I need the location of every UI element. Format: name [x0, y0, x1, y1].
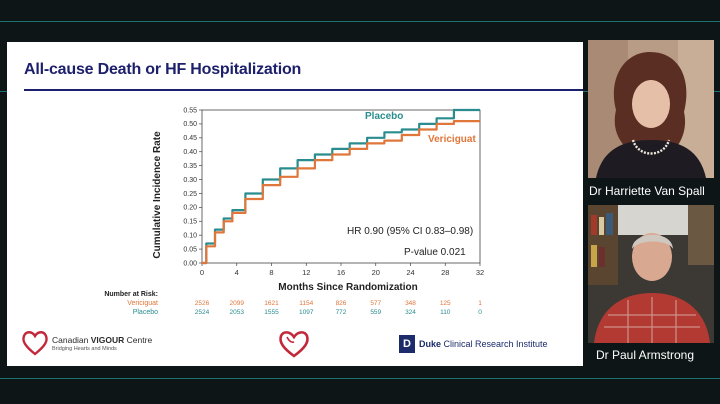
risk-value: 1: [478, 300, 482, 307]
y-tick-label: 0.55: [183, 107, 197, 114]
km-curve-vericiguat: [202, 120, 480, 265]
x-tick-label: 24: [406, 268, 414, 277]
heart-brain-icon: [279, 331, 309, 358]
y-tick-label: 0.20: [183, 205, 197, 212]
x-tick-label: 12: [302, 268, 310, 277]
risk-label-vericiguat: Vericiguat: [127, 300, 158, 307]
x-tick-label: 32: [476, 268, 484, 277]
y-tick-label: 0.00: [183, 260, 197, 267]
risk-value: 0: [478, 309, 482, 316]
y-tick-label: 0.45: [183, 135, 197, 142]
risk-value: 2526: [195, 300, 210, 307]
bottom-divider: [0, 378, 720, 379]
legend-placebo: Placebo: [365, 111, 403, 122]
risk-value: 1621: [264, 300, 279, 307]
participant-2-video: [588, 205, 714, 343]
x-tick-label: 28: [441, 268, 449, 277]
participant-1-video: [588, 40, 714, 178]
risk-value: 2524: [195, 309, 210, 316]
logo-prefix: Canadian: [52, 335, 91, 345]
risk-heading: Number at Risk:: [104, 291, 158, 298]
logo-suffix: Centre: [124, 335, 153, 345]
chart-curves: [202, 108, 480, 265]
plot-frame: [201, 109, 481, 264]
risk-value: 559: [370, 309, 381, 316]
risk-value: 577: [370, 300, 381, 307]
risk-value: 324: [405, 309, 416, 316]
risk-value: 348: [405, 300, 416, 307]
presentation-slide: All-cause Death or HF Hospitalization 0.…: [7, 42, 583, 366]
x-axis-label: Months Since Randomization: [278, 282, 417, 293]
risk-value: 1555: [264, 309, 279, 316]
duke-logo-mark: D: [399, 335, 415, 353]
duke-rest: Clinical Research Institute: [441, 339, 548, 349]
top-divider: [0, 21, 720, 22]
risk-label-placebo: Placebo: [133, 309, 158, 316]
title-rule: [24, 89, 583, 91]
p-value-annotation: P-value 0.021: [404, 247, 466, 258]
y-tick-label: 0.25: [183, 191, 197, 198]
duke-bold: Duke: [419, 339, 442, 349]
km-chart: 0.00 0.05 0.10 0.15 0.20 0.25 0.30 0.35 0.40 0.45…: [104, 107, 484, 316]
risk-value: 110: [440, 309, 451, 316]
y-tick-label: 0.15: [183, 219, 197, 226]
risk-value: 2099: [230, 300, 245, 307]
km-curve-placebo: [202, 108, 480, 265]
heart-brain-logo: [277, 329, 311, 359]
logo-tagline: Bridging Hearts and Minds: [52, 346, 117, 352]
risk-value: 826: [336, 300, 347, 307]
x-tick-label: 8: [269, 268, 273, 277]
y-tick-label: 0.30: [183, 177, 197, 184]
participant-1-name: Dr Harriette Van Spall: [589, 184, 705, 198]
x-tick-label: 0: [200, 268, 204, 277]
x-tick-label: 16: [337, 268, 345, 277]
heart-logo-icon: [22, 331, 48, 356]
logo-bold: VIGOUR: [90, 335, 125, 345]
vigour-centre-logo: Canadian VIGOUR Centre Bridging Hearts a…: [21, 330, 191, 360]
y-axis-label: Cumulative Incidence Rate: [152, 131, 163, 259]
video-tile-participant-2[interactable]: [588, 205, 714, 343]
x-tick-label: 4: [235, 268, 239, 277]
risk-value: 1154: [299, 300, 313, 307]
y-tick-label: 0.05: [183, 246, 197, 253]
risk-values: 2526 2099 1621 1154 826 577 348 125 1 2524 2053 155…: [195, 300, 482, 316]
y-tick-label: 0.50: [183, 121, 197, 128]
y-ticks: 0.00 0.05 0.10 0.15 0.20 0.25 0.30 0.35 0.40 0.45…: [183, 107, 202, 267]
chart-axes: [201, 109, 481, 264]
x-tick-label: 20: [372, 268, 380, 277]
risk-value: 2053: [230, 309, 245, 316]
x-ticks: 0 4 8 12 16 20 24 28 32: [200, 263, 484, 277]
participant-2-name: Dr Paul Armstrong: [596, 348, 695, 362]
y-tick-label: 0.10: [183, 232, 197, 239]
duke-cri-logo: D Duke Clinical Research Institute: [399, 333, 577, 357]
hr-annotation: HR 0.90 (95% CI 0.83–0.98): [347, 226, 473, 237]
risk-value: 125: [440, 300, 451, 307]
risk-value: 1097: [299, 309, 314, 316]
y-tick-label: 0.40: [183, 149, 197, 156]
y-tick-label: 0.35: [183, 163, 197, 170]
risk-value: 772: [336, 309, 347, 316]
legend-vericiguat: Vericiguat: [428, 134, 476, 145]
video-tile-participant-1[interactable]: [588, 40, 714, 178]
slide-title: All-cause Death or HF Hospitalization: [24, 61, 302, 78]
